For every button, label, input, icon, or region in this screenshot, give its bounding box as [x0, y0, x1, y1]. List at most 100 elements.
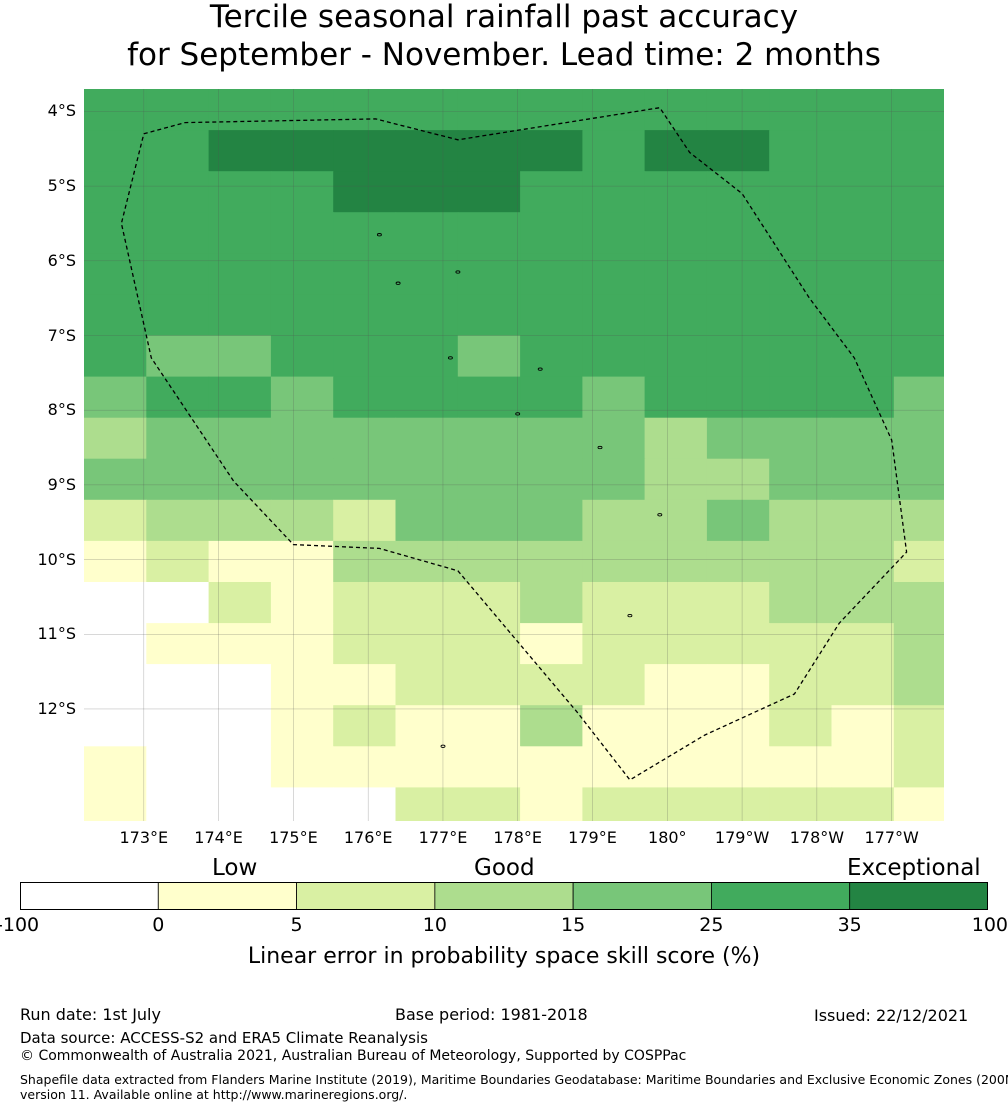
skill-cell [706, 458, 770, 501]
skill-cell [208, 89, 272, 131]
skill-cell [395, 171, 459, 213]
skill-cell [582, 89, 646, 131]
skill-cell [893, 294, 944, 337]
skill-cell [644, 664, 708, 706]
skill-cell [146, 89, 210, 131]
skill-cell [270, 623, 334, 665]
skill-cell [84, 540, 147, 583]
skill-cell [84, 130, 147, 172]
skill-cell [520, 664, 583, 706]
skill-cell [769, 212, 833, 254]
skill-cell [831, 499, 895, 542]
shapefile-credit-line-1: Shapefile data extracted from Flanders M… [20, 1072, 1008, 1087]
skill-cell [395, 417, 459, 460]
skill-cell [893, 787, 944, 821]
island-outline [447, 356, 453, 360]
skill-cell [582, 582, 646, 624]
skill-cell [893, 335, 944, 378]
skill-cell [769, 746, 833, 788]
skill-cell [270, 89, 334, 131]
skill-cell [520, 89, 583, 131]
colorbar-tick-label: 100 [971, 914, 1008, 936]
skill-cell [644, 130, 708, 172]
skill-cell [333, 171, 397, 213]
skill-cell [333, 458, 397, 501]
colorbar-bin [296, 882, 436, 910]
latitude-tick-label: 7°S [47, 325, 76, 345]
skill-cell [831, 335, 895, 378]
skill-cell [270, 705, 334, 747]
skill-cell [457, 294, 521, 337]
skill-cell [706, 376, 770, 419]
skill-cell [84, 499, 147, 542]
skill-cell [644, 623, 708, 665]
skill-cell [893, 458, 944, 501]
colorbar-outline [20, 882, 988, 910]
skill-cell [270, 746, 334, 788]
island-outline [515, 412, 521, 416]
skill-cell [831, 664, 895, 706]
skill-cell [706, 787, 770, 821]
skill-cell [457, 705, 521, 747]
category-good-label: Good [474, 855, 535, 881]
skill-cell [84, 787, 147, 821]
skill-cell [582, 253, 646, 295]
skill-cell [270, 253, 334, 295]
skill-cell [84, 623, 147, 665]
skill-cell [457, 787, 521, 821]
skill-cell [644, 499, 708, 542]
skill-cell [270, 417, 334, 460]
skill-cell [831, 623, 895, 665]
map-title-line-2: for September - November. Lead time: 2 m… [127, 37, 881, 73]
skill-cell [270, 458, 334, 501]
skill-cell [831, 458, 895, 501]
skill-cell [457, 746, 521, 788]
longitude-tick-label: 178°W [789, 828, 845, 847]
skill-cell [395, 787, 459, 821]
skill-cell [520, 623, 583, 665]
skill-cell [395, 623, 459, 665]
skill-cell [208, 540, 272, 583]
skill-cell [644, 746, 708, 788]
skill-cell [333, 664, 397, 706]
skill-cell [333, 130, 397, 172]
island-outline [440, 744, 446, 748]
skill-cell [582, 540, 646, 583]
skill-cell [395, 664, 459, 706]
skill-cell [333, 253, 397, 295]
skill-cell [270, 582, 334, 624]
colorbar-tick-label: 15 [561, 914, 586, 936]
skill-cell [208, 171, 272, 213]
copyright-notice: © Commonwealth of Australia 2021, Austra… [20, 1048, 687, 1064]
latitude-tick-label: 4°S [47, 101, 76, 121]
skill-cell [457, 664, 521, 706]
skill-cell [893, 212, 944, 254]
skill-cell [395, 294, 459, 337]
skill-cell [208, 705, 272, 747]
skill-cell [333, 89, 397, 131]
skill-cell [706, 746, 770, 788]
skill-cell [831, 212, 895, 254]
longitude-tick-label: 178°E [493, 828, 543, 847]
skill-cell [520, 171, 583, 213]
colorbar-bin [20, 882, 159, 910]
skill-cell [893, 664, 944, 706]
skill-cell [270, 664, 334, 706]
skill-cell [582, 664, 646, 706]
island-outline [455, 270, 461, 274]
skill-cell [457, 376, 521, 419]
skill-cell [644, 335, 708, 378]
skill-grid-cells [84, 89, 944, 821]
skill-cell [395, 89, 459, 131]
skill-cell [520, 294, 583, 337]
skill-cell [520, 130, 583, 172]
skill-cell [893, 540, 944, 583]
island-outline [376, 233, 382, 237]
skill-cell [333, 335, 397, 378]
map-title-line-1: Tercile seasonal rainfall past accuracy [209, 0, 799, 35]
skill-cell [457, 540, 521, 583]
skill-cell [457, 458, 521, 501]
skill-cell [520, 417, 583, 460]
skill-cell [208, 212, 272, 254]
colorbar-tick-label: 10 [422, 914, 447, 936]
